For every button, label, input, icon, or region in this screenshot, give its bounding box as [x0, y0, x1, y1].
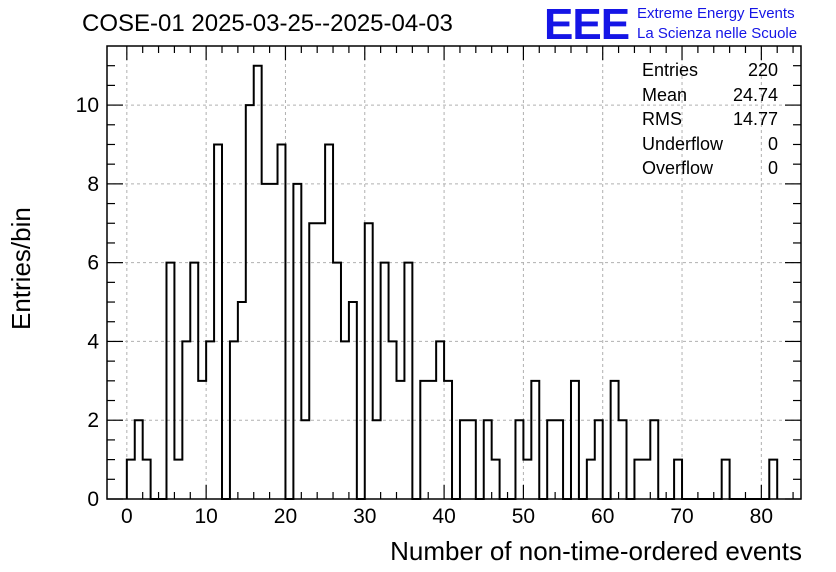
- x-tick-label: 40: [432, 505, 455, 528]
- stat-label: RMS: [642, 109, 682, 129]
- histogram-bin: [396, 381, 404, 499]
- histogram-bin: [619, 420, 627, 499]
- histogram-bin: [460, 420, 468, 499]
- histogram-bin: [523, 460, 531, 499]
- plot-frame: [106, 45, 802, 500]
- x-tick-label: 80: [750, 505, 773, 528]
- histogram-bin: [634, 460, 642, 499]
- histogram-bin: [444, 381, 452, 499]
- histogram-bin: [674, 460, 682, 499]
- histogram-bin: [428, 381, 436, 499]
- histogram-bin: [254, 66, 262, 499]
- stats-box: Entries 220 Mean 24.74 RMS 14.77 Underfl…: [642, 58, 778, 181]
- histogram-bin: [127, 460, 135, 499]
- histogram-bin: [642, 460, 650, 499]
- tick-labels: 0 10 20 30 40 50 60 70 80 0 2 4 6 8 10: [76, 94, 773, 528]
- histogram-bin: [381, 263, 389, 499]
- histogram-bin: [182, 341, 190, 499]
- histogram-bin: [143, 460, 151, 499]
- histogram-bin: [420, 381, 428, 499]
- histogram-bin: [190, 263, 198, 499]
- y-tick-label: 8: [87, 173, 99, 196]
- histogram-bin: [214, 144, 222, 499]
- stat-label: Overflow: [642, 158, 714, 178]
- histogram-bin: [587, 460, 595, 499]
- histogram-bin: [769, 460, 777, 499]
- x-tick-label: 0: [121, 505, 133, 528]
- y-tick-label: 6: [87, 252, 99, 275]
- histogram-bin: [262, 184, 270, 499]
- histogram-bin: [404, 263, 412, 499]
- logo-caption: Extreme Energy Events La Scienza nelle S…: [637, 4, 797, 44]
- x-tick-label: 10: [194, 505, 217, 528]
- histogram-bin: [365, 223, 373, 499]
- histogram-bin: [436, 341, 444, 499]
- histogram-bin: [246, 105, 254, 499]
- y-tick-label: 2: [87, 409, 99, 432]
- stat-row-underflow: Underflow 0: [642, 132, 778, 157]
- histogram-bin: [515, 420, 523, 499]
- stat-row-mean: Mean 24.74: [642, 83, 778, 108]
- logo-caption-line1: Extreme Energy Events: [637, 5, 795, 22]
- y-axis-label: Entries/bin: [6, 207, 36, 330]
- histogram-bin: [238, 302, 246, 499]
- histogram-bin: [270, 184, 278, 499]
- x-tick-label: 60: [591, 505, 614, 528]
- histogram-bin: [278, 144, 286, 499]
- y-tick-label: 4: [87, 330, 99, 353]
- x-tick-label: 50: [512, 505, 535, 528]
- histogram-bin: [135, 420, 143, 499]
- chart-title: COSE-01 2025-03-25--2025-04-03: [82, 10, 453, 37]
- stat-value: 0: [767, 133, 778, 154]
- stat-value: 0: [767, 158, 778, 178]
- histogram-bin: [389, 341, 397, 499]
- stat-value: 220: [747, 60, 778, 80]
- histogram-bin: [555, 420, 563, 499]
- histogram-bin: [333, 263, 341, 499]
- stat-row-rms: RMS 14.77: [642, 107, 778, 132]
- histogram-bin: [373, 420, 381, 499]
- x-tick-label: 70: [670, 505, 693, 528]
- histogram-bin: [650, 420, 658, 499]
- histogram-bin: [174, 460, 182, 499]
- stat-label: Entries: [642, 60, 699, 80]
- histogram-bin: [722, 460, 730, 499]
- histogram-bin: [301, 420, 309, 499]
- histogram-bin: [547, 420, 555, 499]
- stat-label: Underflow: [642, 133, 724, 154]
- histogram-bin: [341, 341, 349, 499]
- histogram-bin: [468, 420, 476, 499]
- histogram-bin: [349, 302, 357, 499]
- axis-ticks: [107, 46, 801, 500]
- histogram-bin: [293, 184, 301, 499]
- histogram-bin: [484, 420, 492, 499]
- x-tick-label: 20: [274, 505, 297, 528]
- histogram-bin: [595, 420, 603, 499]
- histogram-bin: [198, 381, 206, 499]
- histogram-bin: [206, 341, 214, 499]
- histogram-bin: [571, 381, 579, 499]
- histogram-bin: [166, 263, 174, 499]
- stat-label: Mean: [642, 84, 688, 105]
- histogram-bin: [309, 223, 317, 499]
- stat-row-overflow: Overflow 0: [642, 156, 778, 181]
- y-tick-label: 0: [87, 488, 99, 511]
- stat-row-entries: Entries 220: [642, 58, 778, 83]
- x-axis-label: Number of non-time-ordered events: [390, 536, 802, 566]
- histogram-bin: [325, 144, 333, 499]
- histogram-bin: [317, 223, 325, 499]
- eee-logo: EEE: [544, 0, 630, 49]
- histogram-bin: [531, 381, 539, 499]
- histogram-bin: [230, 341, 238, 499]
- logo-caption-line2: La Scienza nelle Scuole: [637, 25, 798, 42]
- stat-value: 24.74: [732, 84, 778, 105]
- histogram-bin: [492, 460, 500, 499]
- y-tick-label: 10: [76, 94, 99, 117]
- stat-value: 14.77: [732, 109, 778, 129]
- histogram-bin: [611, 381, 619, 499]
- x-tick-label: 30: [353, 505, 376, 528]
